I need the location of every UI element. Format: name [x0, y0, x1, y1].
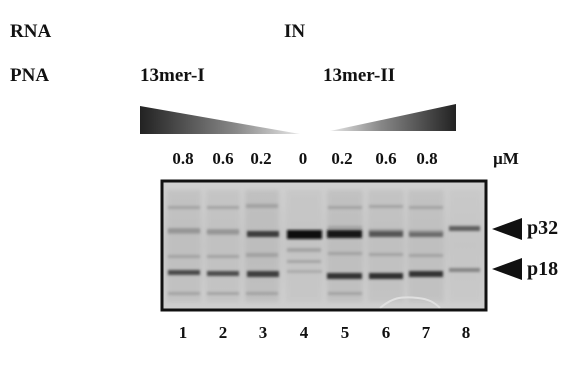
concentration-label: 0 [298, 149, 308, 168]
concentration-label: 0.6 [375, 149, 397, 168]
lane-number: 1 [178, 323, 188, 342]
lane-number: 2 [218, 323, 228, 342]
lane-number: 6 [381, 323, 391, 342]
gel-border [160, 179, 488, 312]
pna-label: PNA [10, 65, 50, 86]
gel-p18-bands [168, 268, 480, 279]
wedge-13mer-i [140, 106, 300, 134]
lane-number: 7 [421, 323, 431, 342]
in-label: IN [284, 21, 306, 42]
concentration-label: 0.8 [416, 149, 438, 168]
unit-label: μM [493, 149, 519, 168]
lane-number: 3 [258, 323, 268, 342]
wedge-13mer-ii [330, 104, 456, 131]
band-label-p32: p32 [527, 217, 559, 239]
gel-p32-bands [168, 226, 480, 239]
p18-arrow-icon [492, 258, 522, 280]
pna-13mer-ii-label: 13mer-II [323, 65, 396, 86]
pna-13mer-i-label: 13mer-I [140, 65, 205, 86]
gel-artifact [379, 296, 441, 309]
concentration-label: 0.2 [250, 149, 272, 168]
p32-arrow-icon [492, 218, 522, 240]
band-label-p18: p18 [527, 258, 559, 280]
concentration-label: 0.6 [212, 149, 234, 168]
lane-number: 5 [340, 323, 350, 342]
rna-label: RNA [10, 21, 52, 42]
lane-number: 4 [299, 323, 309, 342]
concentration-label: 0.2 [331, 149, 353, 168]
lane-number: 8 [461, 323, 471, 342]
concentration-label: 0.8 [172, 149, 194, 168]
